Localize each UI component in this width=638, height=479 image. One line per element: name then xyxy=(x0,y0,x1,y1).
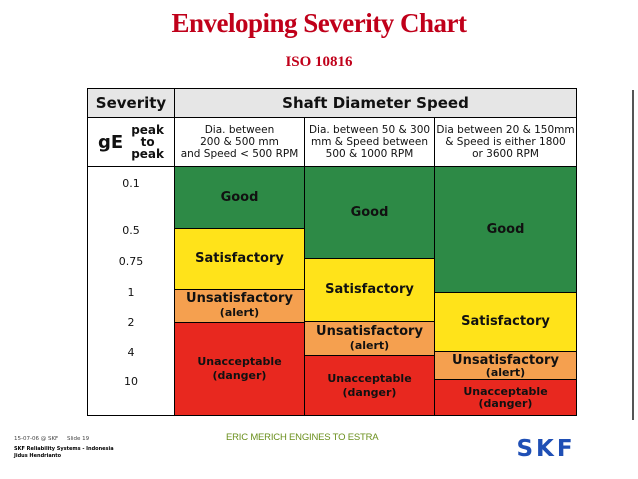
zone-label: Unsatisfactory xyxy=(186,291,293,306)
zone-unacceptable: Unacceptable (danger) xyxy=(175,323,304,415)
column-header-1-line-1: Dia. between xyxy=(204,124,275,136)
zone-good: Good xyxy=(435,167,576,292)
zone-sublabel: (alert) xyxy=(349,338,390,352)
column-header-2-line-1: Dia. between 50 & 300 xyxy=(308,124,431,136)
column-header-2-line-3: 500 & 1000 RPM xyxy=(325,148,414,160)
skf-logo: SKF xyxy=(516,437,575,459)
level-tick: 4 xyxy=(127,346,135,359)
level-tick: 0.1 xyxy=(122,177,140,190)
level-tick: 1 xyxy=(127,286,135,299)
zone-label: Good xyxy=(220,189,259,205)
skf-logo-text: SKF xyxy=(516,437,575,459)
zone-label: Good xyxy=(350,204,389,220)
column-header-2: Dia. between 50 & 300 mm & Speed between… xyxy=(305,118,434,166)
level-tick: 0.75 xyxy=(118,255,144,268)
page-subtitle: ISO 10816 xyxy=(285,54,353,70)
zone-unacceptable: Unacceptable (danger) xyxy=(435,380,576,415)
zone-label: Good xyxy=(486,221,525,237)
footer-slide: Slide 19 xyxy=(66,436,90,442)
peak-label-2: peak xyxy=(131,147,164,161)
footer-center-text: ERIC MERICH ENGINES TO ESTRA xyxy=(226,432,379,443)
column-header-3-line-2: & Speed is either 1800 xyxy=(445,136,566,148)
zone-sublabel: (danger) xyxy=(342,385,397,399)
level-tick: 10 xyxy=(124,375,138,388)
zone-unsatisfactory: Unsatisfactory (alert) xyxy=(435,352,576,379)
zone-label: Satisfactory xyxy=(325,282,414,297)
ge-header-cell: gE peak to peak xyxy=(88,118,174,166)
footer-author: Jidus Hendrianto xyxy=(14,453,62,459)
level-tick: 2 xyxy=(127,316,135,329)
column-header-1: Dia. between 200 & 500 mm and Speed < 50… xyxy=(175,118,304,166)
shaft-speed-header: Shaft Diameter Speed xyxy=(175,89,576,117)
zone-satisfactory: Satisfactory xyxy=(305,259,434,321)
zone-label: Unacceptable xyxy=(463,384,548,398)
zone-good: Good xyxy=(305,167,434,258)
column-header-2-line-2: mm & Speed between xyxy=(311,136,428,148)
severity-header: Severity xyxy=(88,89,174,117)
to-label: to xyxy=(140,135,155,149)
zone-unacceptable: Unacceptable (danger) xyxy=(305,356,434,415)
zone-sublabel: (alert) xyxy=(485,365,526,379)
column-header-1-line-3: and Speed < 500 RPM xyxy=(180,148,299,160)
peak-to-peak-label: peak to peak xyxy=(131,124,164,160)
zone-unsatisfactory: Unsatisfactory (alert) xyxy=(175,290,304,322)
zone-sublabel: (alert) xyxy=(219,306,260,319)
zone-label: Satisfactory xyxy=(195,251,284,266)
footer-date: 15-07-06 @ SKF xyxy=(14,436,59,442)
zone-sublabel: (danger) xyxy=(212,369,267,382)
zone-label: Unsatisfactory xyxy=(452,352,559,368)
zone-sublabel: (danger) xyxy=(478,396,533,410)
severity-chart: Severity Shaft Diameter Speed gE peak to… xyxy=(87,88,577,416)
slide-edge-line xyxy=(632,90,634,420)
zone-satisfactory: Satisfactory xyxy=(435,293,576,351)
peak-label: peak xyxy=(131,123,164,137)
zone-label: Unacceptable xyxy=(197,355,282,368)
column-header-3-line-3: or 3600 RPM xyxy=(472,148,539,160)
column-header-3-line-1: Dia between 20 & 150mm xyxy=(436,124,575,136)
page-title: Enveloping Severity Chart xyxy=(171,8,468,38)
footer-company: SKF Reliability Systems - Indonesia xyxy=(14,446,114,452)
zone-label: Satisfactory xyxy=(461,314,550,329)
zone-unsatisfactory: Unsatisfactory (alert) xyxy=(305,322,434,355)
zone-label: Unacceptable xyxy=(327,371,412,385)
ge-label: gE xyxy=(98,131,124,153)
footer-date-row: 15-07-06 @ SKF Slide 19 xyxy=(14,436,114,442)
level-column: 0.1 0.5 0.75 1 2 4 10 xyxy=(88,167,174,415)
zone-good: Good xyxy=(175,167,304,228)
footer-info: 15-07-06 @ SKF Slide 19 SKF Reliability … xyxy=(14,436,114,460)
column-header-3: Dia between 20 & 150mm & Speed is either… xyxy=(435,118,576,166)
zone-satisfactory: Satisfactory xyxy=(175,229,304,289)
level-tick: 0.5 xyxy=(122,224,140,237)
zone-label: Unsatisfactory xyxy=(316,323,423,339)
column-header-1-line-2: 200 & 500 mm xyxy=(200,136,279,148)
